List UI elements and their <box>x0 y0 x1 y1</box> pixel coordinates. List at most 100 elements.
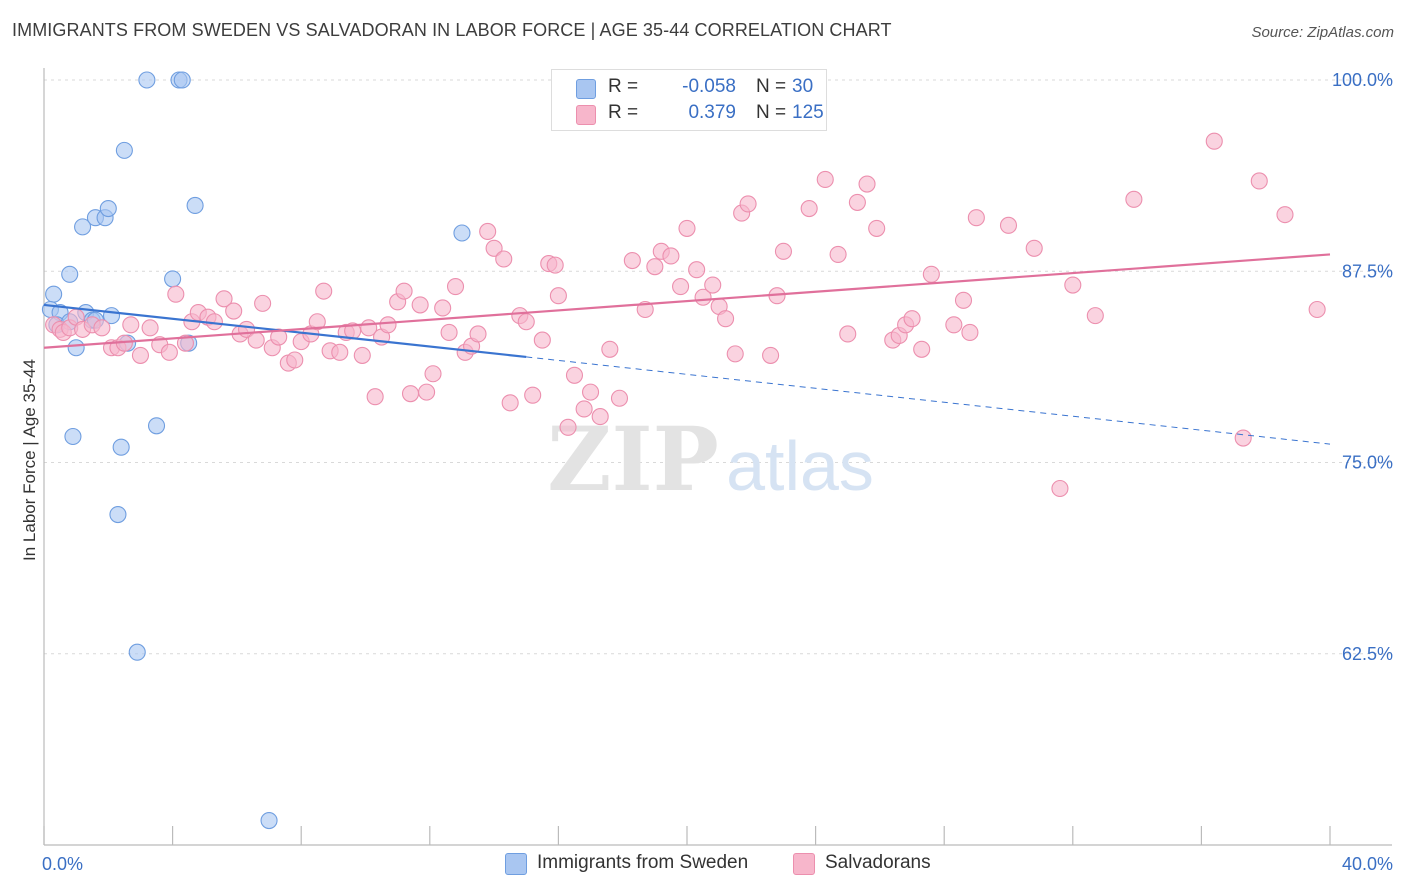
salvadoran-point <box>469 325 487 343</box>
salvadoran-point <box>858 175 876 193</box>
salvadoran-point <box>575 400 593 418</box>
salvadoran-point <box>1051 479 1069 498</box>
salvadoran-point <box>610 389 629 407</box>
salvadoran-point <box>270 328 288 346</box>
salvadoran-point <box>366 388 384 406</box>
sweden-point <box>164 270 182 288</box>
y-tick-label: 87.5% <box>1342 261 1393 281</box>
sweden-point <box>61 265 79 283</box>
salvadorans-trend-line <box>43 253 1331 349</box>
salvadoran-point <box>868 219 886 237</box>
gridlines <box>44 79 1392 655</box>
salvadoran-point <box>225 302 243 320</box>
legend-r-label: R = <box>608 76 639 97</box>
salvadoran-point <box>829 245 847 263</box>
sweden-point <box>186 196 204 215</box>
salvadoran-point <box>353 346 371 364</box>
salvadoran-point <box>848 193 866 211</box>
salvadoran-point <box>646 258 664 276</box>
salvadoran-point <box>591 408 609 426</box>
salvadoran-point <box>501 394 519 412</box>
salvadoran-point <box>999 216 1018 234</box>
legend-r-value: -0.058 <box>682 76 736 97</box>
x-tick-label: 0.0% <box>42 854 83 874</box>
salvadoran-point <box>379 316 397 334</box>
series-sweden-points <box>41 71 471 830</box>
salvadoran-point <box>395 282 413 300</box>
salvadoran-point <box>254 294 272 312</box>
watermark-atlas: atlas <box>726 427 874 505</box>
salvadoran-point <box>446 277 465 296</box>
salvadoran-point <box>1234 429 1252 447</box>
salvadoran-point <box>839 325 857 343</box>
sweden-point <box>74 218 92 236</box>
salvadoran-point <box>485 239 503 257</box>
salvadoran-point <box>688 261 706 279</box>
salvadoran-point <box>1125 190 1143 208</box>
axes <box>43 68 1392 846</box>
salvadoran-point <box>678 219 696 237</box>
salvadoran-point <box>546 256 564 274</box>
salvadoran-point <box>411 296 429 314</box>
legend-n-label: N = <box>756 102 787 123</box>
salvadoran-point <box>1064 276 1082 294</box>
x-tick-label: 40.0% <box>1342 854 1393 874</box>
salvadoran-point <box>967 209 985 227</box>
sweden-trend-extension <box>526 356 1331 445</box>
salvadoran-point <box>1250 172 1268 190</box>
salvadoran-point <box>774 242 793 260</box>
bottom-legend-label-salvadorans: Salvadorans <box>825 852 931 873</box>
salvadoran-point <box>93 319 111 337</box>
bottom-legend-swatch-salvadorans <box>793 853 815 875</box>
sweden-point <box>173 71 191 89</box>
legend-n-label: N = <box>756 76 787 97</box>
legend-n-value: 125 <box>792 102 824 123</box>
sweden-point <box>99 199 117 218</box>
salvadoran-point <box>704 276 722 294</box>
sweden-point <box>453 224 471 242</box>
salvadoran-point <box>131 346 149 364</box>
salvadoran-point <box>167 285 185 303</box>
salvadoran-point <box>623 251 641 270</box>
salvadoran-point <box>945 316 963 334</box>
salvadoran-point <box>1308 300 1326 319</box>
sweden-point <box>138 71 156 89</box>
salvadoran-point <box>954 291 973 309</box>
salvadoran-point <box>559 418 577 436</box>
salvadoran-point <box>662 247 680 265</box>
sweden-point <box>128 643 146 661</box>
salvadoran-point <box>495 250 513 268</box>
sweden-point <box>45 285 63 303</box>
salvadoran-point <box>418 383 436 401</box>
salvadoran-point <box>1276 206 1294 224</box>
watermark: ZIP atlas <box>547 407 874 511</box>
salvadoran-point <box>315 282 333 300</box>
salvadoran-point <box>424 365 442 383</box>
salvadoran-point <box>961 323 979 342</box>
salvadoran-point <box>1205 132 1223 150</box>
salvadoran-point <box>160 343 178 361</box>
source-label: Source: ZipAtlas.com <box>1251 24 1394 41</box>
sweden-point <box>115 141 133 159</box>
sweden-point <box>64 427 82 446</box>
salvadoran-point <box>247 331 265 349</box>
sweden-point <box>147 417 166 435</box>
salvadoran-point <box>717 310 735 328</box>
bottom-legend-swatch-sweden <box>505 853 527 875</box>
salvadoran-point <box>581 383 600 401</box>
salvadoran-point <box>903 310 921 328</box>
salvadoran-point <box>739 195 757 213</box>
salvadoran-point <box>726 345 744 363</box>
salvadoran-point <box>122 316 140 334</box>
salvadoran-point <box>517 313 535 331</box>
data-points <box>41 71 1326 830</box>
sweden-point <box>67 339 85 357</box>
salvadoran-point <box>434 299 452 317</box>
y-tick-label: 100.0% <box>1332 70 1393 90</box>
bottom-legend-label-sweden: Immigrants from Sweden <box>537 852 749 873</box>
salvadoran-point <box>1025 239 1043 257</box>
sweden-point <box>109 505 127 524</box>
salvadoran-point <box>565 366 584 384</box>
salvadoran-point <box>479 222 497 241</box>
salvadoran-point <box>308 313 326 331</box>
